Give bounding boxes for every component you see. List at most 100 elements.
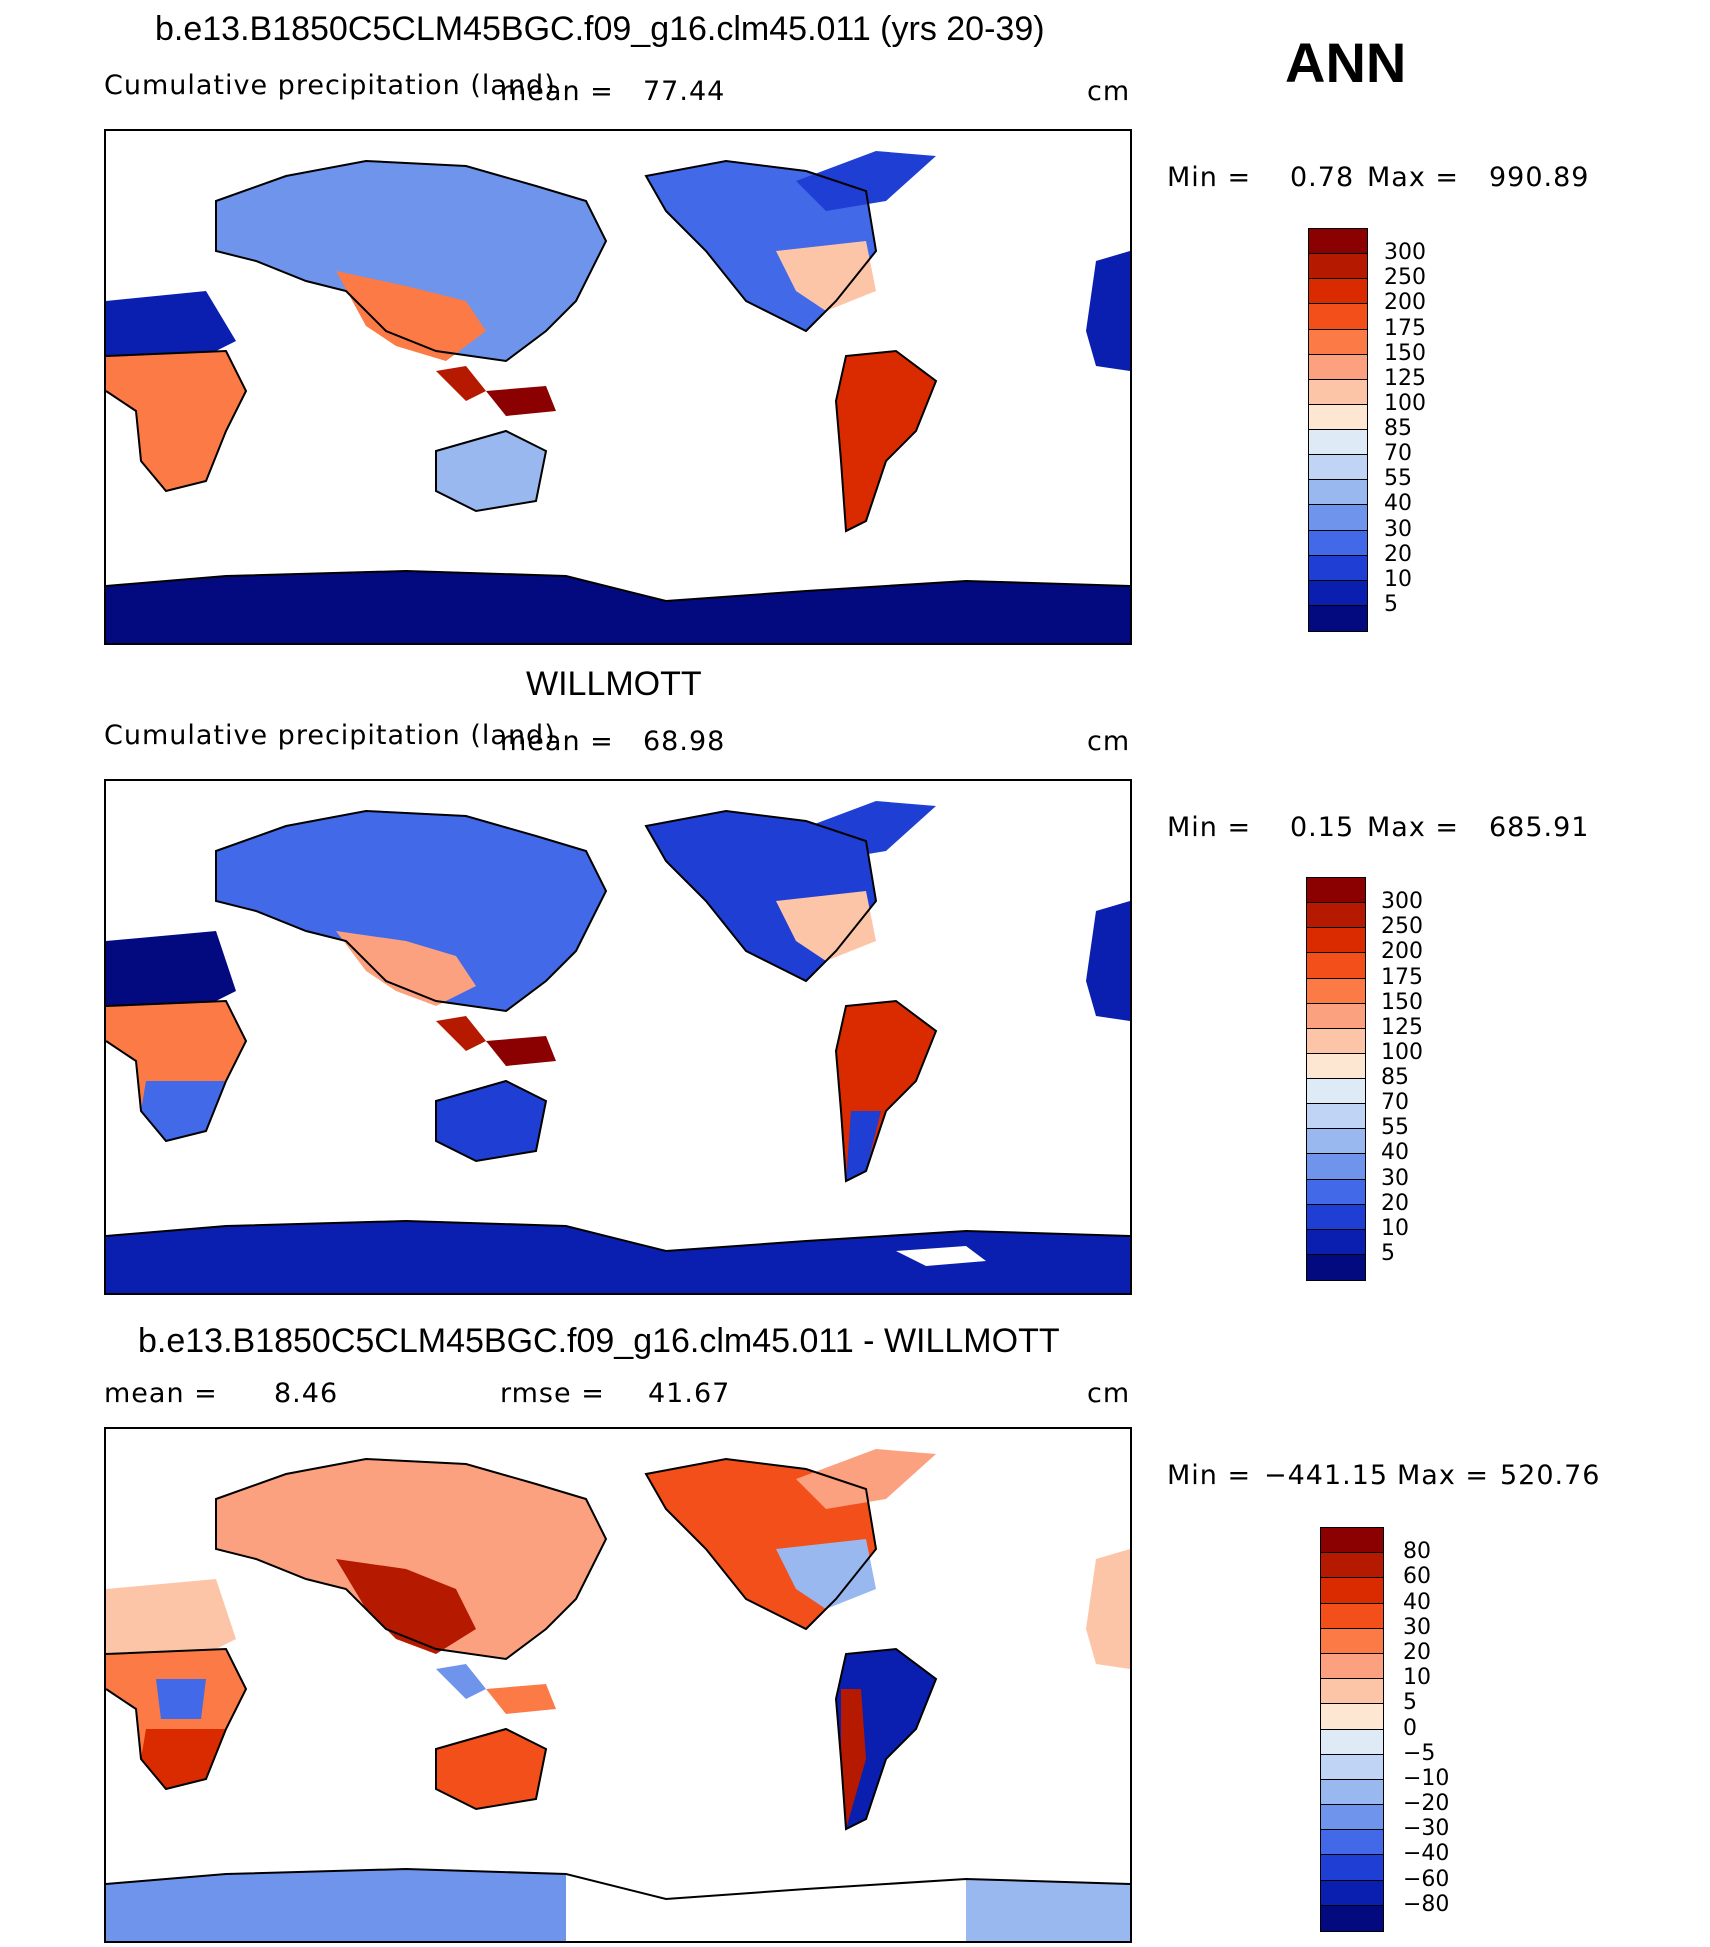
colorbar-swatch bbox=[1307, 1154, 1365, 1180]
colorbar-swatch bbox=[1321, 1855, 1383, 1881]
panel1-title: b.e13.B1850C5CLM45BGC.f09_g16.clm45.011 … bbox=[155, 10, 1045, 48]
colorbar-swatch bbox=[1321, 1628, 1383, 1654]
colorbar-swatch bbox=[1309, 430, 1367, 456]
colorbar-swatch bbox=[1321, 1528, 1383, 1554]
panel3-mean-value: 8.46 bbox=[274, 1378, 339, 1409]
colorbar-tick-label: −10 bbox=[1403, 1765, 1450, 1791]
colorbar-tick-label: 85 bbox=[1384, 416, 1412, 441]
panel1-min-value: 0.78 bbox=[1290, 162, 1355, 193]
panel2-variable: Cumulative precipitation (land) bbox=[104, 720, 556, 751]
panel1-mean-label: mean = bbox=[500, 76, 614, 107]
colorbar-swatch bbox=[1309, 254, 1367, 280]
land-fill bbox=[106, 801, 1130, 1293]
colorbar-tick-label: 70 bbox=[1384, 441, 1412, 467]
colorbar-swatch bbox=[1309, 480, 1367, 506]
colorbar-tick-label: 70 bbox=[1381, 1090, 1409, 1116]
colorbar-tick-label: −20 bbox=[1403, 1791, 1450, 1817]
colorbar-tick-label: −5 bbox=[1403, 1740, 1436, 1766]
colorbar-tick-label: 10 bbox=[1403, 1665, 1431, 1691]
colorbar-swatch bbox=[1309, 530, 1367, 556]
colorbar-tick-label: 150 bbox=[1381, 989, 1423, 1015]
colorbar-swatch bbox=[1309, 404, 1367, 430]
panel3-map bbox=[104, 1427, 1132, 1943]
colorbar-tick-label: 60 bbox=[1403, 1564, 1431, 1590]
panel3-colorbar bbox=[1320, 1527, 1384, 1932]
colorbar-tick-label: 175 bbox=[1384, 315, 1426, 341]
colorbar-tick-label: 80 bbox=[1403, 1539, 1431, 1565]
colorbar-tick-label: 20 bbox=[1384, 541, 1412, 567]
panel3-rmse-label: rmse = bbox=[500, 1378, 605, 1409]
colorbar-swatch bbox=[1307, 1179, 1365, 1205]
colorbar-swatch bbox=[1307, 1229, 1365, 1255]
panel3-max-value: 520.76 bbox=[1500, 1460, 1601, 1491]
colorbar-swatch bbox=[1321, 1603, 1383, 1629]
colorbar-tick-label: 40 bbox=[1381, 1140, 1409, 1166]
colorbar-swatch bbox=[1307, 1053, 1365, 1079]
colorbar-swatch bbox=[1321, 1553, 1383, 1579]
colorbar-tick-label: −40 bbox=[1403, 1841, 1450, 1867]
colorbar-swatch bbox=[1321, 1578, 1383, 1604]
panel2-min-label: Min = bbox=[1167, 812, 1252, 843]
colorbar-swatch bbox=[1321, 1679, 1383, 1705]
colorbar-tick-label: 175 bbox=[1381, 964, 1423, 990]
colorbar-tick-label: 20 bbox=[1403, 1639, 1431, 1665]
panel1-mean-value: 77.44 bbox=[643, 76, 726, 107]
colorbar-swatch bbox=[1321, 1653, 1383, 1680]
colorbar-tick-label: 150 bbox=[1384, 340, 1426, 366]
colorbar-tick-label: 200 bbox=[1384, 290, 1426, 316]
panel2-min-value: 0.15 bbox=[1290, 812, 1355, 843]
colorbar-tick-label: 100 bbox=[1381, 1039, 1423, 1065]
panel3-map-svg bbox=[106, 1449, 1130, 1941]
colorbar-tick-label: 55 bbox=[1381, 1115, 1409, 1141]
coastlines bbox=[106, 809, 1130, 1253]
colorbar-tick-label: 10 bbox=[1381, 1215, 1409, 1241]
colorbar-tick-label: 300 bbox=[1384, 240, 1426, 266]
colorbar-tick-label: 30 bbox=[1381, 1165, 1409, 1191]
colorbar-tick-label: 250 bbox=[1381, 914, 1423, 940]
panel3-min-label: Min = bbox=[1167, 1460, 1252, 1491]
panel2-mean-value: 68.98 bbox=[643, 726, 726, 757]
panel1-units: cm bbox=[1087, 76, 1131, 107]
colorbar-tick-label: 30 bbox=[1384, 516, 1412, 542]
colorbar-tick-label: 200 bbox=[1381, 939, 1423, 965]
colorbar-tick-label: 5 bbox=[1381, 1240, 1395, 1266]
colorbar-tick-label: 300 bbox=[1381, 889, 1423, 915]
colorbar-swatch bbox=[1309, 229, 1367, 255]
colorbar-swatch bbox=[1307, 1254, 1365, 1280]
panel2-title: WILLMOTT bbox=[526, 665, 702, 703]
colorbar-swatch bbox=[1309, 329, 1367, 355]
colorbar-swatch bbox=[1307, 1079, 1365, 1105]
colorbar-tick-label: −80 bbox=[1403, 1891, 1450, 1917]
panel1-map-svg bbox=[106, 151, 1130, 643]
colorbar-swatch bbox=[1307, 1028, 1365, 1054]
colorbar-tick-label: 5 bbox=[1384, 591, 1398, 617]
colorbar-swatch bbox=[1321, 1704, 1383, 1730]
colorbar-swatch bbox=[1309, 379, 1367, 405]
colorbar-swatch bbox=[1321, 1729, 1383, 1755]
colorbar-swatch bbox=[1321, 1905, 1383, 1931]
season-label: ANN bbox=[1285, 31, 1407, 94]
colorbar-swatch bbox=[1309, 555, 1367, 581]
colorbar-tick-label: 0 bbox=[1403, 1715, 1417, 1741]
colorbar-swatch bbox=[1309, 580, 1367, 606]
panel2-max-value: 685.91 bbox=[1489, 812, 1590, 843]
panel2-units: cm bbox=[1087, 726, 1131, 757]
colorbar-swatch bbox=[1309, 304, 1367, 330]
colorbar-swatch bbox=[1309, 279, 1367, 305]
colorbar-swatch bbox=[1307, 978, 1365, 1004]
panel3-mean-label: mean = bbox=[104, 1378, 218, 1409]
colorbar-swatch bbox=[1307, 953, 1365, 979]
colorbar-tick-label: 40 bbox=[1403, 1589, 1431, 1615]
colorbar-swatch bbox=[1309, 605, 1367, 631]
colorbar-swatch bbox=[1321, 1830, 1383, 1856]
colorbar-swatch bbox=[1309, 505, 1367, 531]
panel2-map bbox=[104, 779, 1132, 1295]
colorbar-swatch bbox=[1307, 903, 1365, 929]
colorbar-tick-label: 125 bbox=[1384, 365, 1426, 391]
colorbar-swatch bbox=[1309, 455, 1367, 481]
panel3-title: b.e13.B1850C5CLM45BGC.f09_g16.clm45.011 … bbox=[138, 1322, 1060, 1360]
colorbar-swatch bbox=[1307, 1104, 1365, 1130]
colorbar-tick-label: 55 bbox=[1384, 466, 1412, 492]
colorbar-swatch bbox=[1309, 354, 1367, 380]
panel1-max-value: 990.89 bbox=[1489, 162, 1590, 193]
